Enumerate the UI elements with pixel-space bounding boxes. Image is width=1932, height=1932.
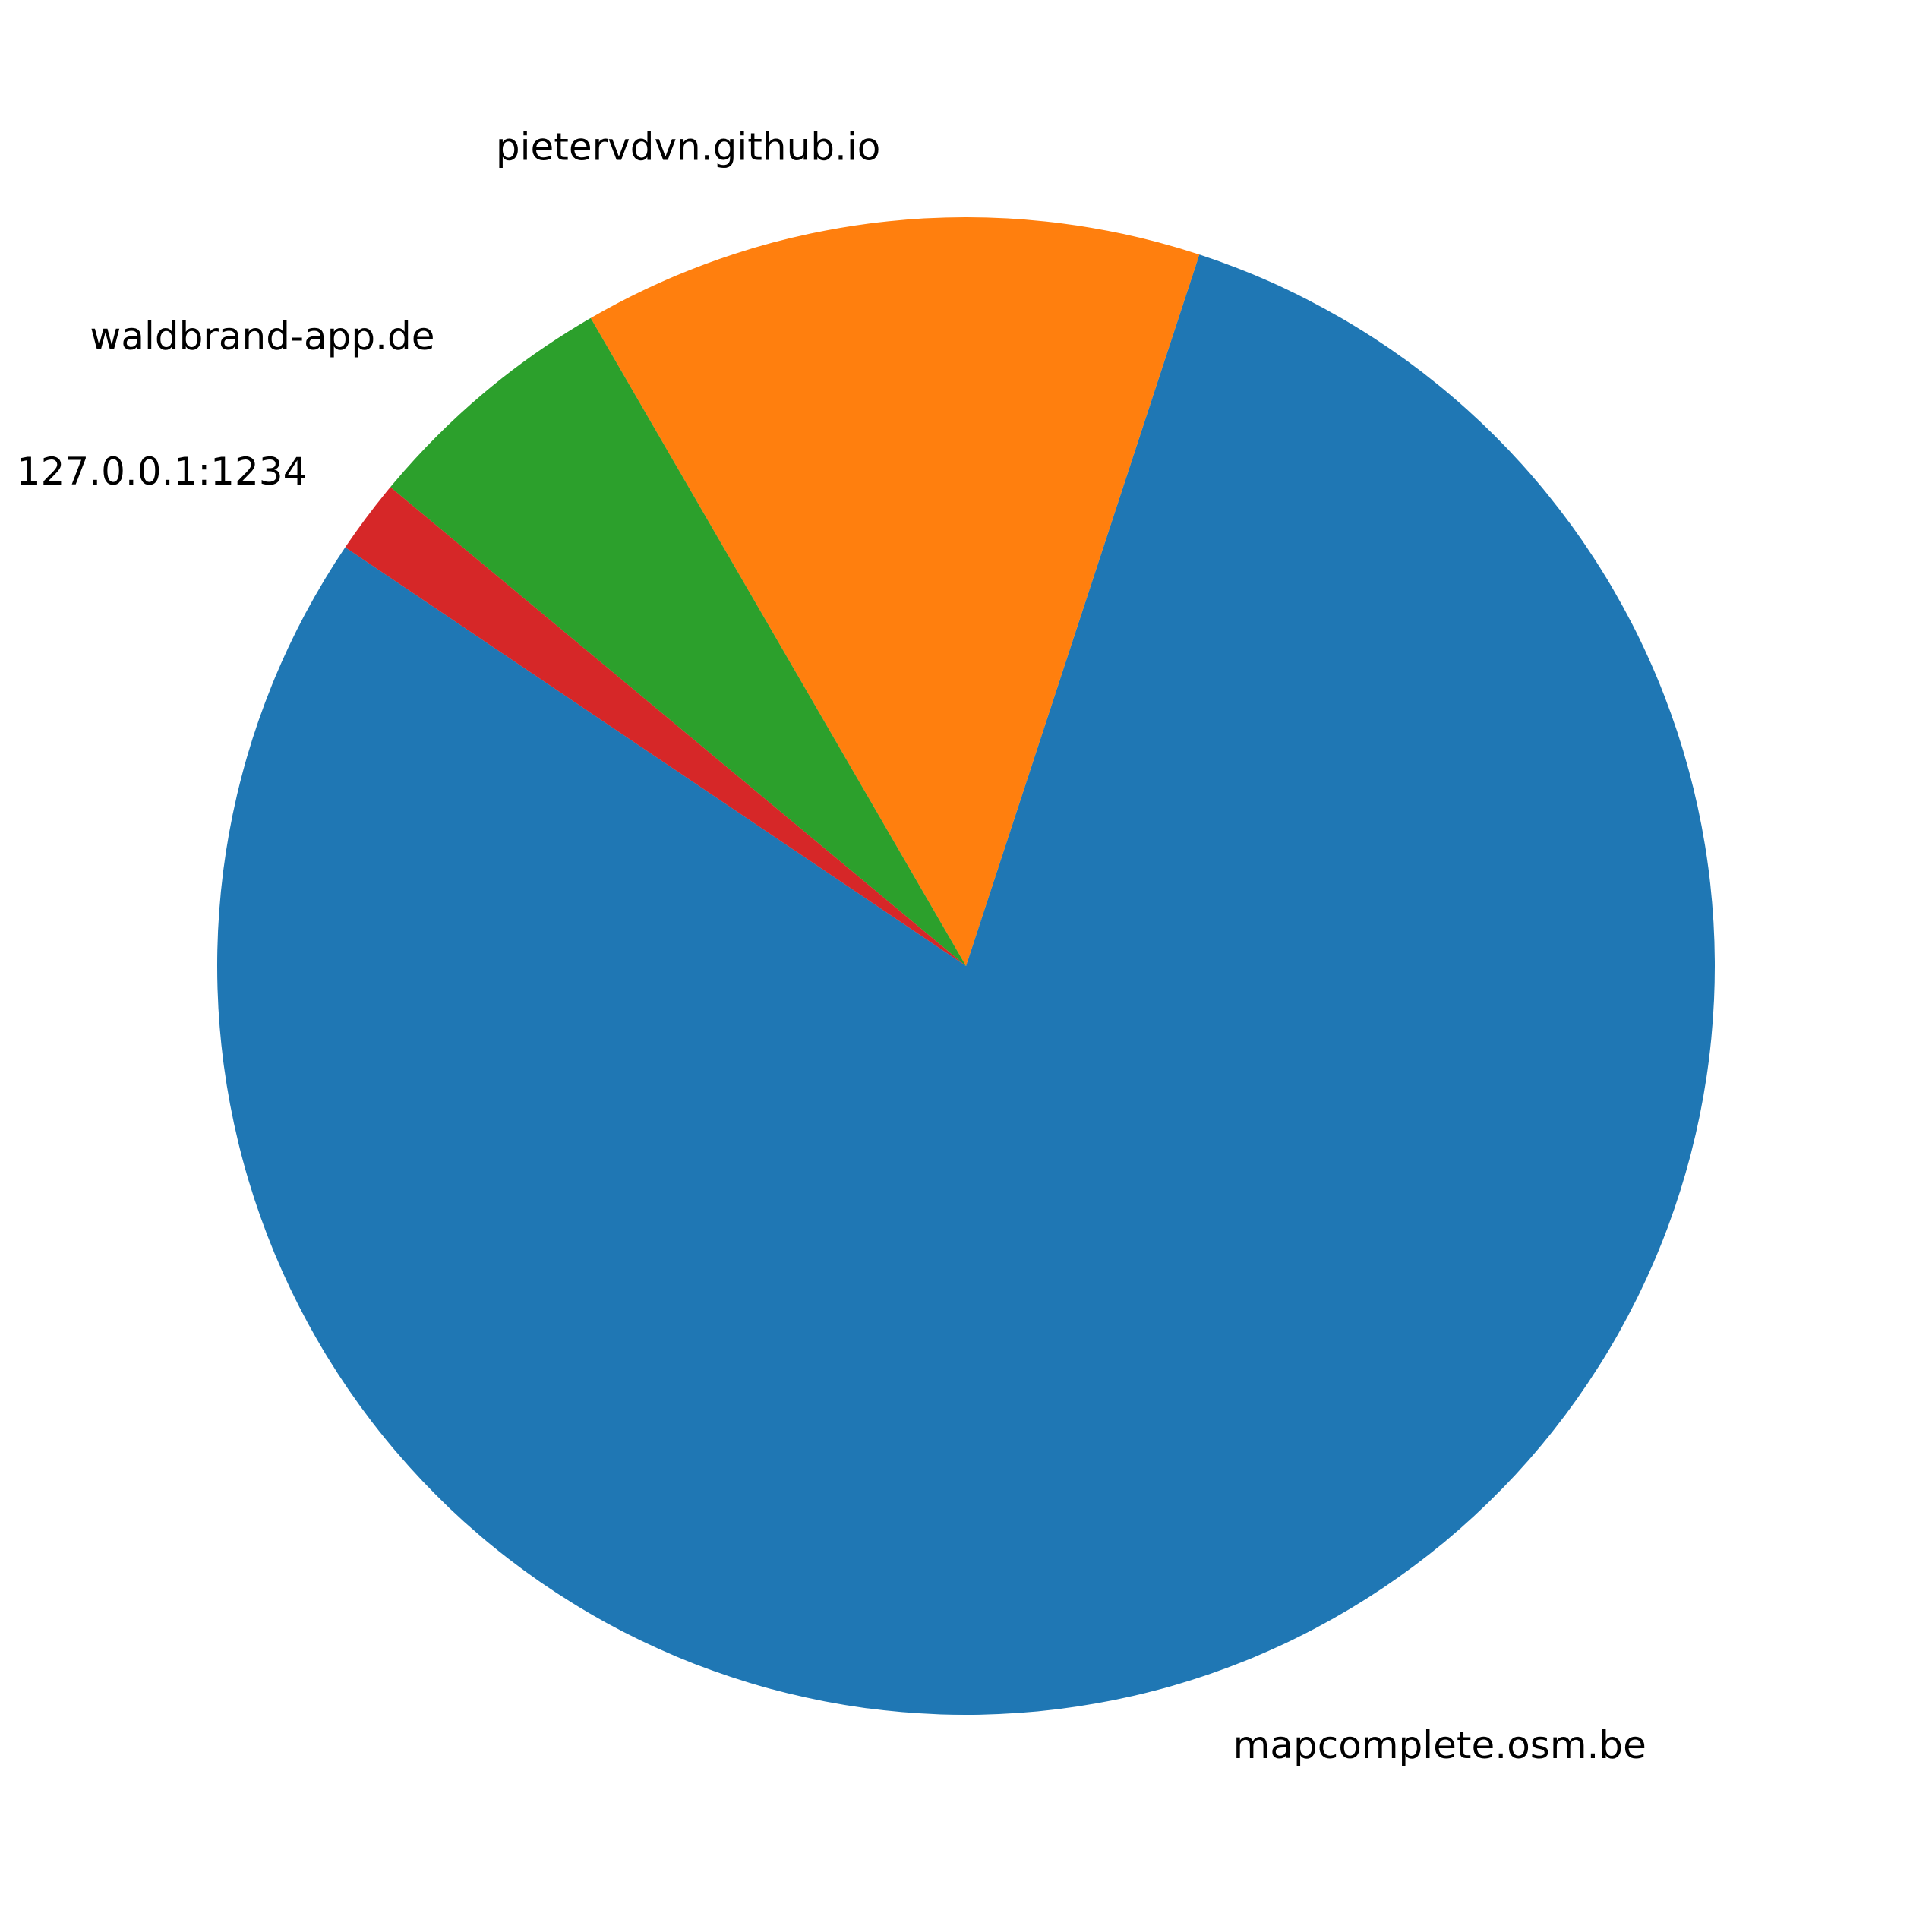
pie-slice-3 — [345, 487, 966, 966]
pie-slice-1 — [590, 217, 1200, 966]
pie-slice-label-2: waldbrand-app.de — [90, 314, 434, 358]
labels-layer: mapcomplete.osm.be pietervdvn.github.io wa… — [17, 125, 1646, 1767]
pie-slice-0 — [216, 254, 1715, 1715]
pie-slice-label-3: 127.0.0.1:1234 — [17, 450, 308, 494]
pie-slice-label-0: mapcomplete.osm.be — [1233, 1723, 1646, 1767]
slices-layer — [216, 217, 1715, 1715]
pie-slice-label-1: pietervdvn.github.io — [496, 125, 881, 169]
pie-slice-2 — [390, 317, 966, 966]
